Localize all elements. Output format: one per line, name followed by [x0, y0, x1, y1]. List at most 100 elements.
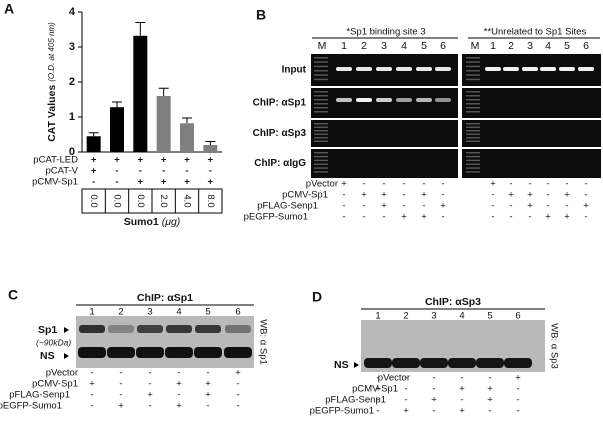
sign: +: [176, 401, 182, 412]
treatment-label: pCMV-Sp1: [282, 190, 328, 201]
band-label: NS: [334, 359, 349, 371]
row-label: ChIP: αIgG: [254, 158, 306, 169]
sign: -: [119, 379, 122, 390]
band: [416, 98, 432, 102]
sumo1-amount: 8.0: [205, 194, 216, 207]
sign: +: [91, 166, 97, 177]
sign: -: [209, 166, 212, 177]
sign: -: [206, 368, 209, 379]
band: [336, 98, 352, 102]
sign: -: [404, 395, 407, 406]
band: [137, 325, 163, 333]
band: [504, 358, 532, 368]
treatment-label: pEGFP-Sumo1: [310, 406, 374, 417]
sign: +: [545, 212, 551, 223]
band: [78, 347, 106, 358]
sign: +: [421, 212, 427, 223]
sign: -: [376, 373, 379, 384]
sign: -: [185, 166, 188, 177]
sign: +: [375, 384, 381, 395]
sign: -: [90, 368, 93, 379]
bar: [110, 107, 124, 152]
sign: -: [509, 179, 512, 190]
ladder-band: [466, 163, 480, 165]
ladder-band: [466, 126, 480, 128]
treatment-label: pVector: [306, 179, 338, 190]
sign: -: [565, 179, 568, 190]
treatment-label: pVector: [46, 368, 78, 379]
band: [420, 358, 448, 368]
ladder-band: [314, 65, 328, 68]
bar: [86, 136, 101, 152]
lane-label: 1: [375, 311, 380, 322]
sign: +: [431, 395, 437, 406]
sign: -: [162, 166, 165, 177]
sumo1-amount: 0.0: [88, 194, 99, 207]
wb-label: WB: α Sp3: [548, 323, 559, 369]
band: [336, 67, 352, 71]
lane-label: 3: [527, 40, 533, 52]
sign: +: [564, 190, 570, 201]
sign: -: [402, 201, 405, 212]
lane-label: 4: [176, 307, 181, 318]
sign: +: [508, 190, 514, 201]
error-bar: [205, 141, 216, 145]
band: [224, 347, 252, 358]
ladder-band: [314, 123, 328, 125]
sign: +: [403, 406, 409, 417]
band: [540, 67, 556, 71]
ladder-band: [466, 95, 480, 97]
ladder-band: [466, 137, 480, 139]
ladder-band: [314, 99, 328, 101]
sign: -: [236, 390, 239, 401]
error-bar: [88, 132, 99, 137]
ladder-band: [314, 57, 328, 59]
sign: +: [459, 406, 465, 417]
arrow: [64, 327, 69, 333]
y-tick-label: 0: [69, 146, 75, 158]
y-tick-label: 3: [69, 41, 75, 53]
sign: +: [490, 179, 496, 190]
lane-label: 5: [205, 307, 210, 318]
ladder-band: [314, 70, 328, 72]
treatment-label: pVector: [378, 373, 410, 384]
sumo1-amount: 2.0: [158, 194, 169, 207]
sign: -: [342, 190, 345, 201]
lane-label: 3: [431, 311, 436, 322]
band: [225, 325, 251, 333]
text-part: Sumo1: [124, 216, 159, 228]
ladder-band: [466, 133, 480, 135]
sign: -: [565, 201, 568, 212]
treatment-label: pEGFP-Sumo1: [244, 212, 308, 223]
lane-label: 2: [118, 307, 123, 318]
band: [166, 325, 192, 333]
row-label: ChIP: αSp3: [253, 128, 307, 139]
y-tick-label: 2: [69, 76, 75, 88]
gel: [311, 120, 458, 147]
sign: -: [382, 179, 385, 190]
treatment-label: pFLAG-Senp1: [257, 201, 318, 212]
ladder-band: [314, 130, 328, 132]
lane-label: 6: [440, 40, 446, 52]
lane-label: 5: [487, 311, 492, 322]
treatment-label: pCMV-Sp1: [32, 379, 78, 390]
condition-label: pCAT-LED: [33, 155, 78, 166]
row-label: ChIP: αSp1: [253, 98, 307, 109]
sign: -: [376, 406, 379, 417]
sign: +: [176, 379, 182, 390]
sign: -: [90, 390, 93, 401]
sign: +: [487, 384, 493, 395]
sign: +: [208, 177, 214, 188]
gel: [462, 88, 601, 118]
gel: [462, 149, 601, 178]
lane-label: 2: [361, 40, 367, 52]
treatment-label: pFLAG-Senp1: [9, 390, 70, 401]
band-label: Sp1: [38, 324, 57, 336]
sign: +: [184, 155, 190, 166]
lane-label: 6: [583, 40, 589, 52]
ladder-band: [466, 152, 480, 154]
band: [559, 67, 575, 71]
lane-label: 3: [381, 40, 387, 52]
band: [356, 67, 372, 71]
sign: -: [177, 368, 180, 379]
